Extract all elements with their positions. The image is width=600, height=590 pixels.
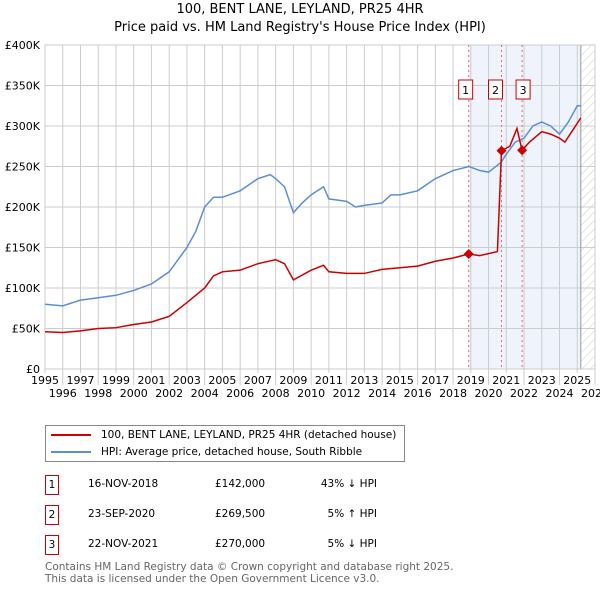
sale-number: 3 (45, 535, 59, 555)
property-price-line (44, 117, 582, 334)
y-tick-label: £400K (5, 39, 41, 52)
x-tick-label: 2005 (208, 374, 236, 387)
footer: Contains HM Land Registry data © Crown c… (45, 561, 453, 585)
x-tick-label: 2026 (581, 387, 600, 400)
sale-label-box (458, 79, 474, 100)
sale-label: 2 (492, 84, 499, 97)
x-tick-label: 2015 (386, 374, 414, 387)
x-tick-label: 2024 (546, 387, 574, 400)
footer-line-2: This data is licensed under the Open Gov… (45, 573, 380, 585)
sale-point (496, 145, 507, 156)
x-tick-label: 2000 (120, 387, 148, 400)
sale-label: 3 (520, 84, 527, 97)
x-tick-label: 2019 (457, 374, 485, 387)
x-tick-label: 2023 (528, 374, 556, 387)
x-tick-label: 2018 (439, 387, 467, 400)
sale-number: 1 (45, 475, 59, 495)
sale-label-box (488, 79, 503, 100)
legend-swatch-property (51, 434, 91, 436)
sale-hpi-diff: 5% ↑ HPI (327, 508, 377, 520)
y-tick-label: £150K (5, 242, 41, 255)
x-tick-label: 2017 (421, 374, 449, 387)
sale-point (517, 145, 528, 156)
x-tick-label: 2010 (297, 387, 325, 400)
y-tick-label: £100K (5, 282, 41, 295)
legend-swatch-hpi (51, 451, 91, 453)
x-tick-label: 2014 (368, 387, 396, 400)
x-tick-label: 2004 (191, 387, 219, 400)
x-tick-label: 2012 (333, 387, 361, 400)
x-tick-label: 2022 (510, 387, 538, 400)
x-tick-label: 2006 (226, 387, 254, 400)
x-tick-label: 1996 (49, 387, 77, 400)
x-tick-label: 2007 (244, 374, 272, 387)
sale-date: 22-NOV-2021 (88, 538, 159, 550)
sale-price: £269,500 (215, 508, 266, 520)
x-tick-label: 1998 (84, 387, 112, 400)
x-tick-label: 2011 (315, 374, 343, 387)
chart-title: 100, BENT LANE, LEYLAND, PR25 4HR (176, 2, 424, 17)
x-tick-label: 2001 (137, 374, 165, 387)
legend-label-property: 100, BENT LANE, LEYLAND, PR25 4HR (detac… (101, 429, 397, 441)
chart-subtitle: Price paid vs. HM Land Registry's House … (114, 20, 486, 35)
x-tick-label: 2009 (279, 374, 307, 387)
footer-line-1: Contains HM Land Registry data © Crown c… (45, 561, 454, 573)
sale-label: 1 (462, 84, 469, 97)
y-tick-label: £300K (5, 120, 41, 133)
sale-row: 1 16-NOV-2018 £142,000 43% ↓ HPI (45, 475, 445, 495)
sale-hpi-diff: 5% ↓ HPI (327, 538, 377, 550)
x-tick-label: 2013 (350, 374, 378, 387)
sale-price: £270,000 (215, 538, 266, 550)
sale-number: 2 (45, 505, 59, 525)
y-tick-label: £50K (12, 323, 41, 336)
x-tick-label: 2008 (262, 387, 290, 400)
plot-area: 1995199619971998199920002001200220032004… (5, 39, 600, 400)
sale-date: 23-SEP-2020 (88, 508, 156, 520)
x-tick-label: 2025 (563, 374, 591, 387)
sale-row: 3 22-NOV-2021 £270,000 5% ↓ HPI (45, 535, 445, 555)
x-tick-label: 2002 (155, 387, 183, 400)
sale-point (463, 248, 474, 259)
x-tick-label: 2003 (173, 374, 201, 387)
legend-label-hpi: HPI: Average price, detached house, Sout… (101, 446, 363, 458)
legend: 100, BENT LANE, LEYLAND, PR25 4HR (detac… (45, 425, 405, 462)
sale-price: £142,000 (215, 478, 266, 490)
sale-label-box (515, 79, 531, 100)
y-tick-label: £200K (5, 201, 41, 214)
sale-date: 16-NOV-2018 (88, 478, 159, 490)
x-tick-label: 2020 (475, 387, 503, 400)
x-tick-label: 1997 (66, 374, 94, 387)
x-tick-label: 2016 (404, 387, 432, 400)
y-tick-label: £350K (5, 80, 41, 93)
plot-frame (44, 44, 596, 370)
x-tick-label: 2021 (492, 374, 520, 387)
sale-hpi-diff: 43% ↓ HPI (320, 478, 377, 490)
y-tick-label: £250K (5, 161, 41, 174)
sale-row: 2 23-SEP-2020 £269,500 5% ↑ HPI (45, 505, 445, 525)
x-tick-label: 1995 (31, 374, 59, 387)
y-tick-label: £0 (26, 363, 40, 376)
x-tick-label: 1999 (102, 374, 130, 387)
